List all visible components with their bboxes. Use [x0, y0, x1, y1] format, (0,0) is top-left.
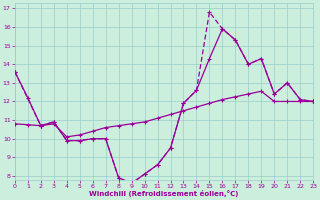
- X-axis label: Windchill (Refroidissement éolien,°C): Windchill (Refroidissement éolien,°C): [89, 190, 239, 197]
